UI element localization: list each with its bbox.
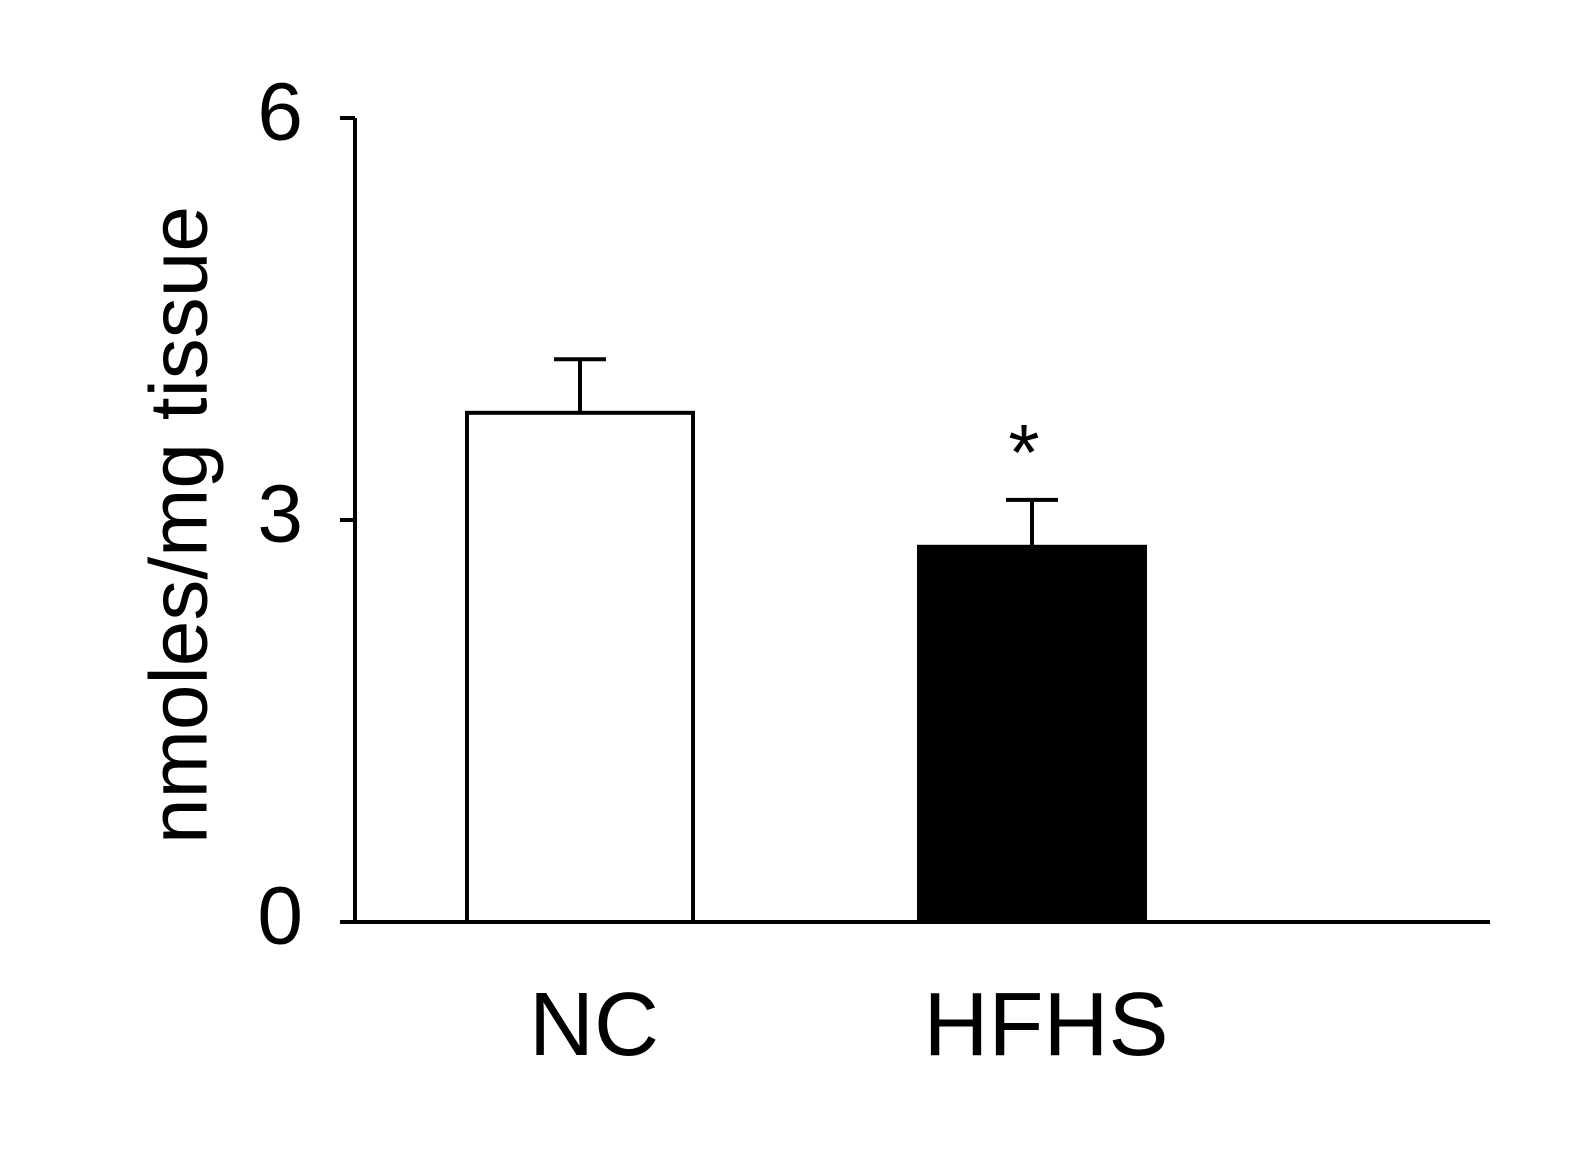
y-tick-label: 3 — [257, 469, 303, 560]
x-tick-label: NC — [529, 975, 659, 1075]
bar — [465, 410, 695, 924]
bar — [917, 544, 1147, 924]
y-axis-label: nmoles/mg tissue — [134, 206, 225, 844]
y-tick-label: 0 — [257, 871, 303, 962]
x-tick-label: HFHS — [924, 975, 1169, 1075]
y-tick-label: 6 — [257, 67, 303, 158]
significance-marker: * — [1008, 408, 1039, 497]
